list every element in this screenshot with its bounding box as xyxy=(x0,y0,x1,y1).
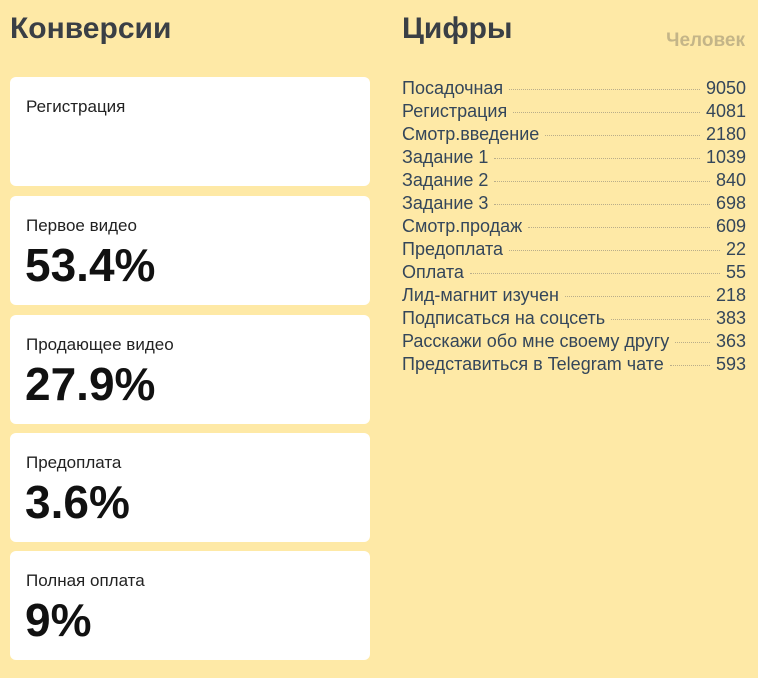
row-name: Предоплата xyxy=(402,239,503,259)
number-row: Задание 3 698 xyxy=(402,193,746,216)
conversion-card: Продающее видео 27.9% xyxy=(10,315,370,424)
column-header: Человек xyxy=(666,30,745,51)
row-name: Задание 2 xyxy=(402,170,489,190)
row-name: Смотр.продаж xyxy=(402,216,523,236)
row-name: Задание 3 xyxy=(402,193,489,213)
row-name: Задание 1 xyxy=(402,147,489,167)
leader xyxy=(611,319,710,320)
row-name: Расскажи обо мне своему другу xyxy=(402,331,670,351)
leader xyxy=(513,112,700,113)
leader xyxy=(494,158,700,159)
row-value: 22 xyxy=(725,239,746,259)
number-row: Расскажи обо мне своему другу 363 xyxy=(402,331,746,354)
numbers-list: Посадочная 9050 Регистрация 4081 Смотр.введе… xyxy=(402,78,746,377)
row-value: 609 xyxy=(715,216,746,236)
card-label: Полная оплата xyxy=(26,571,145,590)
leader xyxy=(469,273,720,274)
number-row: Задание 1 1039 xyxy=(402,147,746,170)
number-row: Регистрация 4081 xyxy=(402,101,746,124)
row-name: Оплата xyxy=(402,262,464,282)
leader xyxy=(545,135,700,136)
row-value: 840 xyxy=(715,170,746,190)
number-row: Оплата 55 xyxy=(402,262,746,285)
number-row: Смотр.введение 2180 xyxy=(402,124,746,147)
leader xyxy=(494,181,710,182)
row-value: 4081 xyxy=(705,101,746,121)
card-value: 9% xyxy=(25,594,92,646)
leader xyxy=(509,250,720,251)
row-value: 593 xyxy=(715,354,746,374)
number-row: Предоплата 22 xyxy=(402,239,746,262)
row-value: 55 xyxy=(725,262,746,282)
number-row: Представиться в Telegram чате 593 xyxy=(402,354,746,377)
row-name: Представиться в Telegram чате xyxy=(402,354,664,374)
card-label: Предоплата xyxy=(26,453,122,472)
card-value: 27.9% xyxy=(25,358,156,410)
card-label: Первое видео xyxy=(26,216,137,235)
number-row: Смотр.продаж 609 xyxy=(402,216,746,239)
row-name: Лид-магнит изучен xyxy=(402,285,559,305)
leader xyxy=(528,227,710,228)
number-row: Задание 2 840 xyxy=(402,170,746,193)
conversion-card: Первое видео 53.4% xyxy=(10,196,370,305)
card-value: 3.6% xyxy=(25,476,130,528)
row-name: Регистрация xyxy=(402,101,508,121)
conversions-title: Конверсии xyxy=(10,12,172,45)
row-value: 698 xyxy=(715,193,746,213)
leader xyxy=(675,342,710,343)
leader xyxy=(494,204,710,205)
row-value: 2180 xyxy=(705,124,746,144)
row-name: Смотр.введение xyxy=(402,124,540,144)
row-value: 1039 xyxy=(705,147,746,167)
row-name: Посадочная xyxy=(402,78,504,98)
conversion-card: Регистрация xyxy=(10,77,370,186)
conversion-card: Полная оплата 9% xyxy=(10,551,370,660)
row-value: 9050 xyxy=(705,78,746,98)
leader xyxy=(509,89,700,90)
row-name: Подписаться на соцсеть xyxy=(402,308,606,328)
number-row: Подписаться на соцсеть 383 xyxy=(402,308,746,331)
numbers-title: Цифры xyxy=(402,12,513,45)
card-label: Продающее видео xyxy=(26,335,174,354)
row-value: 383 xyxy=(715,308,746,328)
leader xyxy=(669,365,710,366)
card-label: Регистрация xyxy=(26,97,126,116)
conversion-card: Предоплата 3.6% xyxy=(10,433,370,542)
number-row: Посадочная 9050 xyxy=(402,78,746,101)
row-value: 218 xyxy=(715,285,746,305)
number-row: Лид-магнит изучен 218 xyxy=(402,285,746,308)
leader xyxy=(565,296,710,297)
card-value: 53.4% xyxy=(25,239,156,291)
row-value: 363 xyxy=(715,331,746,351)
